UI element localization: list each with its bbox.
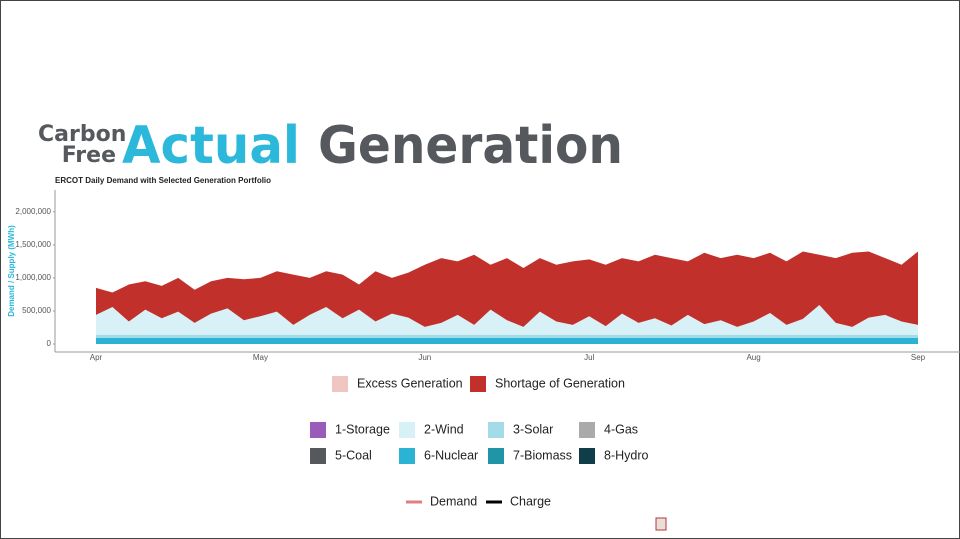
- header-line2: Free: [62, 143, 116, 168]
- header-main: Generation: [318, 116, 623, 176]
- x-tick-label: Jun: [418, 353, 431, 362]
- legend-label: 2-Wind: [424, 422, 464, 436]
- legend-label: 5-Coal: [335, 448, 372, 462]
- clipboard-icon[interactable]: [655, 517, 667, 531]
- x-tick-label: Apr: [90, 353, 103, 362]
- legend-swatch: [488, 448, 504, 464]
- y-axis-label: Demand / Supply (MWh): [7, 225, 16, 317]
- icon-body[interactable]: [655, 517, 667, 531]
- legend-label: 7-Biomass: [513, 448, 572, 462]
- legend-label: 1-Storage: [335, 422, 390, 436]
- legend-swatch: [470, 376, 486, 392]
- legend-label: Demand: [430, 494, 477, 508]
- area: [96, 334, 918, 339]
- legend-swatch: [399, 422, 415, 438]
- legend-swatch: [310, 448, 326, 464]
- x-tick-label: Jul: [584, 353, 594, 362]
- legend-label: Shortage of Generation: [495, 376, 625, 390]
- area: [96, 305, 918, 335]
- y-tick-label: 2,000,000: [15, 207, 51, 216]
- y-tick-label: 1,000,000: [15, 273, 51, 282]
- header-line1: Carbon: [38, 122, 126, 147]
- legend-label: Charge: [510, 494, 551, 508]
- legend-label: 8-Hydro: [604, 448, 649, 462]
- y-tick-label: 500,000: [22, 306, 51, 315]
- y-tick-label: 0: [47, 339, 52, 348]
- legend-swatch: [488, 422, 504, 438]
- x-tick-label: Aug: [746, 353, 760, 362]
- header-accent: Actual: [122, 116, 300, 176]
- legend-label: 3-Solar: [513, 422, 553, 436]
- y-tick-label: 1,500,000: [15, 240, 51, 249]
- legend-swatch: [399, 448, 415, 464]
- legend-swatch: [310, 422, 326, 438]
- x-tick-label: Sep: [911, 353, 926, 362]
- legend-swatch: [579, 422, 595, 438]
- legend-swatch: [579, 448, 595, 464]
- legend-label: 4-Gas: [604, 422, 638, 436]
- chart-title: ERCOT Daily Demand with Selected Generat…: [55, 176, 271, 185]
- legend-label: 6-Nuclear: [424, 448, 478, 462]
- legend-label: Excess Generation: [357, 376, 463, 390]
- area: [96, 338, 918, 344]
- area: [96, 251, 918, 327]
- x-tick-label: May: [253, 353, 268, 362]
- legend-swatch: [332, 376, 348, 392]
